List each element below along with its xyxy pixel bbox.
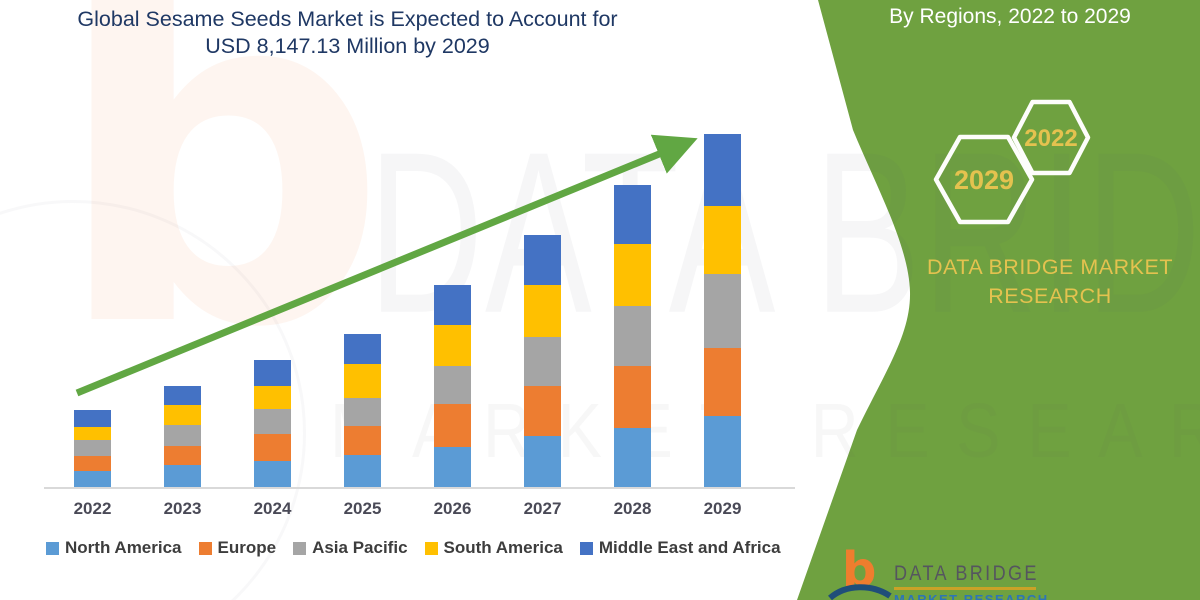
legend-label: South America bbox=[443, 538, 563, 557]
bar-segment-middle-east-and-africa bbox=[704, 133, 741, 207]
databridge-logo: b DATA BRIDGE MARKET RESEARCH bbox=[828, 546, 1068, 600]
bar-2028 bbox=[614, 185, 651, 487]
bar-segment-asia-pacific bbox=[164, 425, 201, 446]
legend-swatch-icon bbox=[198, 541, 212, 555]
bar-segment-north-america bbox=[74, 471, 111, 487]
legend-swatch-icon bbox=[424, 541, 438, 555]
bar-segment-north-america bbox=[344, 455, 381, 487]
bar-segment-europe bbox=[614, 366, 651, 428]
x-axis-label-2024: 2024 bbox=[253, 499, 292, 518]
bar-segment-north-america bbox=[254, 461, 291, 487]
x-axis-line bbox=[44, 487, 795, 489]
bar-segment-middle-east-and-africa bbox=[614, 185, 651, 244]
bar-2024 bbox=[254, 360, 291, 487]
bar-segment-europe bbox=[254, 434, 291, 462]
logo-swoosh-icon bbox=[828, 584, 892, 600]
bar-segment-middle-east-and-africa bbox=[524, 234, 561, 285]
chart-title: Global Sesame Seeds Market is Expected t… bbox=[55, 6, 640, 60]
bar-segment-south-america bbox=[254, 386, 291, 410]
bar-2023 bbox=[164, 386, 201, 487]
legend-label: Middle East and Africa bbox=[598, 538, 781, 557]
logo-subtitle: MARKET RESEARCH bbox=[894, 592, 1049, 600]
bar-segment-europe bbox=[434, 404, 471, 447]
bar-2026 bbox=[434, 285, 471, 487]
x-axis-label-2029: 2029 bbox=[703, 499, 742, 518]
legend-label: Europe bbox=[217, 538, 277, 557]
bar-segment-europe bbox=[74, 455, 111, 472]
bar-segment-middle-east-and-africa bbox=[164, 386, 201, 406]
legend-swatch-icon bbox=[46, 541, 59, 555]
legend-item-south-america: South America bbox=[424, 538, 563, 558]
bar-segment-europe bbox=[344, 426, 381, 456]
chart-legend: North America Europe Asia Pacific South Ame… bbox=[46, 538, 781, 558]
legend-label: North America bbox=[65, 538, 182, 557]
bar-segment-south-america bbox=[164, 405, 201, 426]
panel-caption-line1: DATA BRIDGE MARKET bbox=[927, 255, 1173, 279]
bar-segment-asia-pacific bbox=[704, 273, 741, 349]
x-axis-label-2025: 2025 bbox=[343, 499, 382, 518]
bar-2022 bbox=[74, 410, 111, 487]
bar-segment-middle-east-and-africa bbox=[254, 360, 291, 387]
bar-segment-asia-pacific bbox=[524, 336, 561, 386]
x-axis-label-2026: 2026 bbox=[433, 499, 472, 518]
panel-caption: DATA BRIDGE MARKET RESEARCH bbox=[925, 253, 1175, 311]
logo-name: DATA BRIDGE bbox=[894, 562, 1039, 586]
x-axis-label-2028: 2028 bbox=[613, 499, 652, 518]
bar-segment-middle-east-and-africa bbox=[434, 285, 471, 326]
bar-segment-south-america bbox=[74, 426, 111, 441]
bar-segment-north-america bbox=[524, 435, 561, 487]
x-axis-label-2027: 2027 bbox=[523, 499, 562, 518]
legend-item-asia-pacific: Asia Pacific bbox=[293, 538, 408, 558]
bar-2025 bbox=[344, 334, 381, 487]
bar-segment-north-america bbox=[704, 415, 741, 487]
bar-segment-asia-pacific bbox=[344, 397, 381, 426]
bar-segment-europe bbox=[524, 385, 561, 436]
bar-segment-south-america bbox=[524, 284, 561, 337]
x-axis-label-2023: 2023 bbox=[163, 499, 202, 518]
bar-segment-north-america bbox=[614, 427, 651, 487]
bar-segment-asia-pacific bbox=[254, 409, 291, 435]
bar-segment-south-america bbox=[704, 206, 741, 274]
bar-segment-south-america bbox=[614, 243, 651, 307]
panel-caption-line2: RESEARCH bbox=[988, 284, 1112, 309]
bar-segment-asia-pacific bbox=[614, 306, 651, 367]
bar-segment-south-america bbox=[434, 325, 471, 367]
legend-item-middle-east-and-africa: Middle East and Africa bbox=[579, 538, 781, 558]
bar-segment-europe bbox=[704, 348, 741, 416]
legend-swatch-icon bbox=[293, 541, 307, 555]
bar-segment-asia-pacific bbox=[434, 366, 471, 405]
bar-segment-europe bbox=[164, 446, 201, 466]
x-axis-label-2022: 2022 bbox=[73, 499, 112, 518]
bar-segment-south-america bbox=[344, 364, 381, 398]
bar-segment-north-america bbox=[164, 465, 201, 487]
bar-segment-asia-pacific bbox=[74, 440, 111, 456]
chart-title-line2: USD 8,147.13 Million by 2029 bbox=[205, 33, 490, 58]
legend-item-north-america: North America bbox=[46, 538, 182, 558]
legend-item-europe: Europe bbox=[198, 538, 277, 558]
logo-gold-rule bbox=[894, 587, 1036, 590]
bar-2027 bbox=[524, 234, 561, 487]
bar-segment-middle-east-and-africa bbox=[344, 334, 381, 365]
bar-segment-middle-east-and-africa bbox=[74, 410, 111, 427]
bar-segment-north-america bbox=[434, 446, 471, 487]
panel-heading: By Regions, 2022 to 2029 bbox=[889, 5, 1131, 28]
bar-2029 bbox=[704, 133, 741, 487]
legend-label: Asia Pacific bbox=[312, 538, 408, 557]
legend-swatch-icon bbox=[579, 541, 593, 555]
chart-title-line1: Global Sesame Seeds Market is Expected t… bbox=[77, 7, 618, 31]
